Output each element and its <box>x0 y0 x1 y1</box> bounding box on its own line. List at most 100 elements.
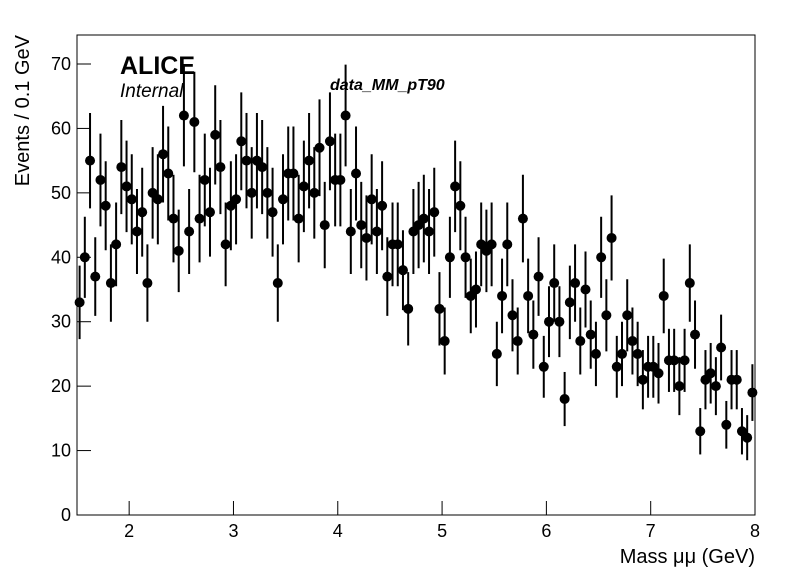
data-point <box>356 220 367 231</box>
data-point <box>231 194 242 205</box>
data-point <box>617 348 628 359</box>
data-point <box>528 329 539 340</box>
data-point <box>606 232 617 243</box>
data-point <box>596 252 607 263</box>
data-point <box>314 142 325 153</box>
data-point <box>100 200 111 211</box>
data-point <box>705 368 716 379</box>
data-point <box>361 232 372 243</box>
data-point <box>502 239 513 250</box>
data-point <box>95 174 106 185</box>
data-point <box>403 303 414 314</box>
data-point <box>246 187 257 198</box>
data-point <box>324 136 335 147</box>
data-point <box>669 355 680 366</box>
data-point <box>543 316 554 327</box>
plot-frame <box>76 34 756 516</box>
x-tick-label: 3 <box>228 521 238 541</box>
data-point <box>377 200 388 211</box>
data-point <box>137 207 148 218</box>
data-point <box>397 265 408 276</box>
data-point <box>116 162 127 173</box>
data-point <box>215 162 226 173</box>
data-point <box>637 374 648 385</box>
data-point <box>189 116 200 127</box>
data-point <box>570 278 581 289</box>
data-point <box>695 426 706 437</box>
data-point <box>627 336 638 347</box>
data-point <box>267 207 278 218</box>
data-point <box>392 239 403 250</box>
y-tick-label: 60 <box>51 118 71 138</box>
x-tick-label: 7 <box>646 521 656 541</box>
y-tick-label: 0 <box>61 505 71 525</box>
data-point <box>658 290 669 301</box>
data-point <box>184 226 195 237</box>
data-point <box>538 361 549 372</box>
data-point <box>121 181 132 192</box>
data-point <box>439 336 450 347</box>
data-point <box>486 239 497 250</box>
data-point <box>497 290 508 301</box>
data-point <box>559 394 570 405</box>
data-point <box>564 297 575 308</box>
data-point <box>366 194 377 205</box>
x-tick-label: 2 <box>124 521 134 541</box>
data-point <box>710 381 721 392</box>
data-point <box>512 336 523 347</box>
chart-title: data_MM_pT90 <box>330 77 445 94</box>
data-point <box>549 278 560 289</box>
data-point <box>105 278 116 289</box>
data-point <box>199 174 210 185</box>
data-point <box>272 278 283 289</box>
data-point <box>674 381 685 392</box>
y-tick-label: 40 <box>51 247 71 267</box>
data-point <box>262 187 273 198</box>
data-point <box>351 168 362 179</box>
data-point <box>653 368 664 379</box>
data-point <box>684 278 695 289</box>
data-point <box>309 187 320 198</box>
data-point <box>79 252 90 263</box>
data-point <box>178 110 189 121</box>
data-point <box>455 200 466 211</box>
data-point <box>382 271 393 282</box>
data-point <box>554 316 565 327</box>
data-point <box>434 303 445 314</box>
data-point <box>716 342 727 353</box>
data-point <box>241 155 252 166</box>
x-axis-label: Mass μμ (GeV) <box>620 546 755 568</box>
data-point <box>580 284 591 295</box>
data-point <box>371 226 382 237</box>
data-point <box>611 361 622 372</box>
data-point <box>424 226 435 237</box>
data-point <box>168 213 179 224</box>
data-point <box>319 220 330 231</box>
y-tick-label: 50 <box>51 183 71 203</box>
data-point <box>220 239 231 250</box>
data-point <box>126 194 137 205</box>
data-point <box>194 213 205 224</box>
data-point <box>507 310 518 321</box>
data-point <box>210 129 221 140</box>
data-point <box>418 213 429 224</box>
data-point <box>278 194 289 205</box>
data-point <box>450 181 461 192</box>
data-point <box>601 310 612 321</box>
data-point <box>523 290 534 301</box>
data-point <box>721 419 732 430</box>
data-point <box>173 245 184 256</box>
data-point <box>470 284 481 295</box>
data-point <box>622 310 633 321</box>
data-point <box>731 374 742 385</box>
data-point <box>298 181 309 192</box>
data-point <box>204 207 215 218</box>
x-tick-label: 8 <box>750 521 760 541</box>
data-point <box>679 355 690 366</box>
data-point <box>111 239 122 250</box>
y-tick-label: 10 <box>51 441 71 461</box>
data-point <box>131 226 142 237</box>
x-tick-label: 4 <box>333 521 343 541</box>
annotation: ALICE <box>120 52 195 80</box>
